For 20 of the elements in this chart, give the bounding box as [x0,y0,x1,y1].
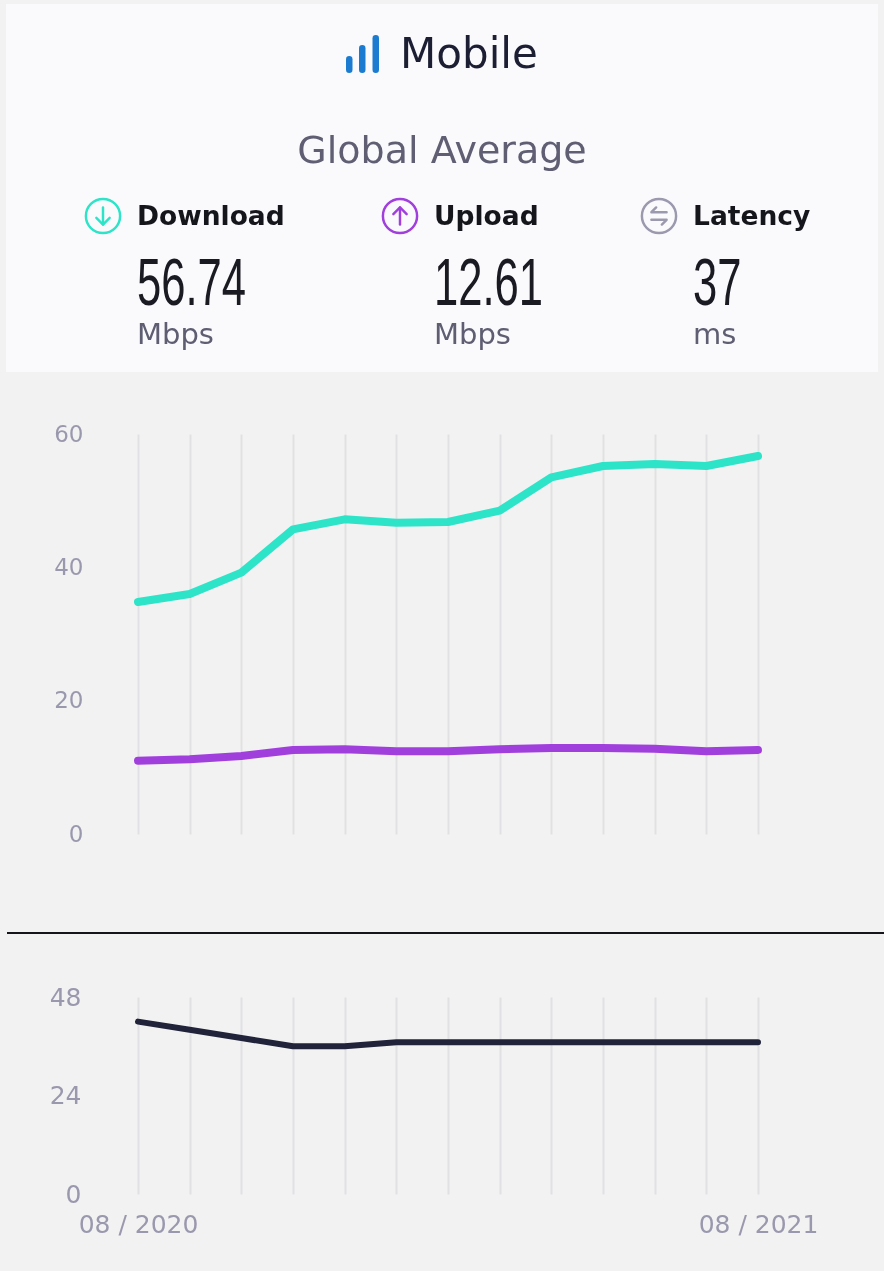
text: 12.61 [434,244,543,319]
text: Download [137,200,285,231]
text: Mbps [137,317,214,351]
x-tick-label: 08 / 2021 [698,1209,819,1239]
y-tick-label: 0 [68,820,84,847]
y-tick-label: 0 [65,1179,82,1209]
text: ms [693,317,737,351]
text: 37 [693,244,742,319]
y-tick-label: 48 [49,982,82,1012]
y-tick-label: 24 [49,1081,82,1110]
text: Mobile [400,29,538,78]
text: Upload [434,200,539,231]
text: Latency [693,200,811,231]
y-tick-label: 40 [54,553,84,580]
text: 56.74 [137,244,246,319]
text: Global Average [296,128,588,172]
x-tick-label: 08 / 2020 [78,1209,199,1239]
y-tick-label: 20 [54,687,84,714]
text: Mbps [434,317,511,351]
y-tick-label: 60 [54,420,84,447]
